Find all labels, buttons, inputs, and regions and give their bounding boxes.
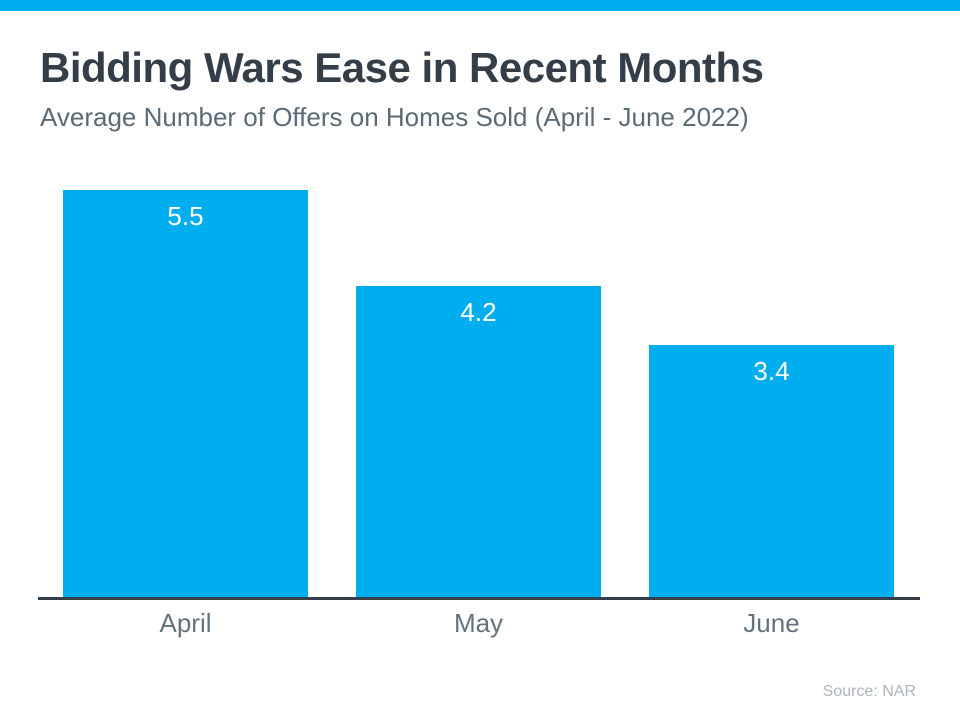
bar-value-label-april: 5.5 xyxy=(167,201,204,231)
x-axis-label-april: April xyxy=(159,608,212,638)
chart-subtitle: Average Number of Offers on Homes Sold (… xyxy=(40,102,749,132)
bar-value-label-may: 4.2 xyxy=(460,297,497,327)
x-axis-label-june: June xyxy=(743,608,800,638)
chart-title: Bidding Wars Ease in Recent Months xyxy=(40,44,764,91)
bar-value-label-june: 3.4 xyxy=(753,356,790,386)
top-accent-bar xyxy=(0,0,960,11)
source-attribution: Source: NAR xyxy=(822,683,916,700)
x-axis-line xyxy=(38,597,920,600)
bar-june: 3.4 xyxy=(649,345,894,597)
bar-may: 4.2 xyxy=(356,286,601,597)
x-axis-label-may: May xyxy=(453,608,504,638)
bar-april: 5.5 xyxy=(63,190,308,597)
